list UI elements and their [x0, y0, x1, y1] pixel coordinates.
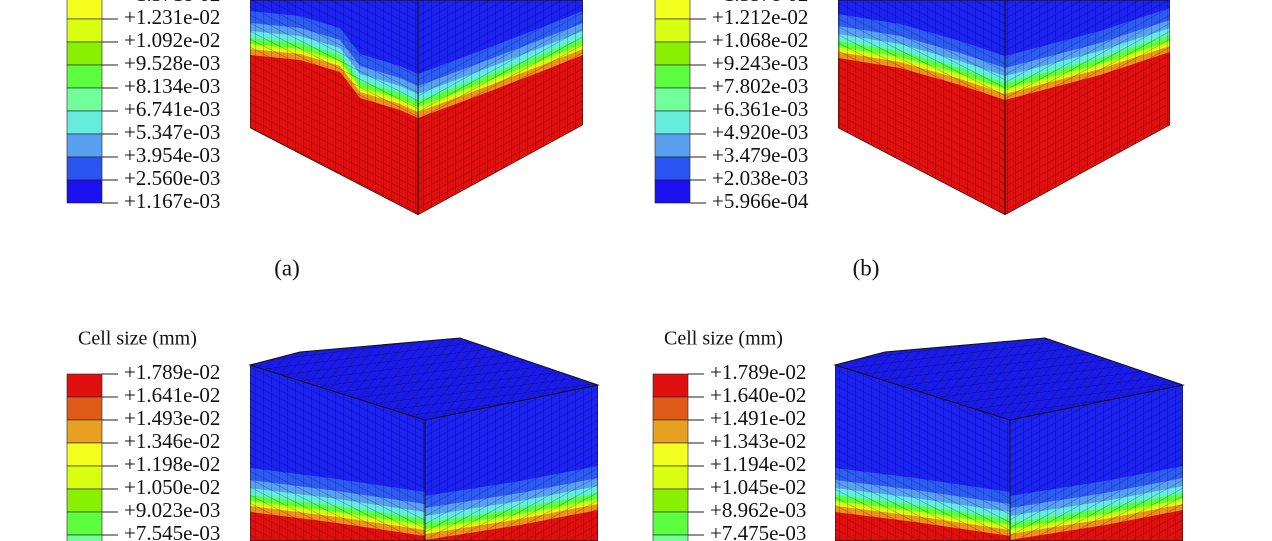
legend-swatch — [66, 488, 103, 513]
legend-label: +1.640e-02 — [710, 383, 806, 407]
legend-swatch — [66, 87, 103, 112]
legend-swatch — [66, 110, 103, 135]
legend-swatch — [652, 511, 689, 536]
legend-swatch — [654, 18, 691, 43]
cube-face — [425, 385, 598, 541]
legend-label: +8.134e-03 — [124, 74, 220, 98]
cube-face — [250, 365, 425, 541]
legend-label: +9.023e-03 — [124, 498, 220, 522]
panel-caption: (a) — [274, 255, 300, 280]
mesh — [418, 0, 583, 215]
cube-face — [418, 0, 583, 215]
legend-label: +7.802e-03 — [712, 74, 808, 98]
legend-swatch — [66, 442, 103, 467]
legend-swatch — [654, 179, 691, 204]
legend-swatch — [654, 87, 691, 112]
top-mesh — [248, 337, 600, 421]
legend-label: +8.962e-03 — [710, 498, 806, 522]
legend-label: +4.920e-03 — [712, 120, 808, 144]
mesh — [250, 0, 418, 215]
legend-label: +9.528e-03 — [124, 51, 220, 75]
legend-swatch — [66, 419, 103, 444]
cube-face — [1005, 0, 1170, 215]
legend-label: +1.493e-02 — [124, 406, 220, 430]
legend-label: +3.479e-03 — [712, 143, 808, 167]
panel-caption: (b) — [853, 255, 880, 280]
legend-swatch — [66, 179, 103, 204]
legend-swatch — [654, 133, 691, 158]
mesh — [1005, 0, 1170, 215]
legend-swatch — [66, 534, 103, 541]
legend-swatch — [66, 133, 103, 158]
legend-swatch — [66, 0, 103, 20]
legend-swatch — [652, 396, 689, 421]
mesh — [838, 0, 1005, 215]
legend-title: Cell size (mm) — [664, 328, 783, 350]
legend-swatch — [654, 0, 691, 20]
mesh — [425, 385, 598, 541]
legend-label: +1.045e-02 — [710, 475, 806, 499]
legend-swatch — [652, 488, 689, 513]
legend-swatch — [66, 511, 103, 536]
legend-swatch — [66, 373, 103, 398]
top-mesh — [833, 337, 1185, 421]
legend-swatch — [66, 156, 103, 181]
legend-label: +1.231e-02 — [124, 5, 220, 29]
legend-label: +1.371e-02 — [124, 0, 220, 6]
legend-label: +1.641e-02 — [124, 383, 220, 407]
legend-swatch — [66, 64, 103, 89]
legend-swatch — [654, 41, 691, 66]
legend-label: +2.038e-03 — [712, 166, 808, 190]
legend-label: +1.212e-02 — [712, 5, 808, 29]
cube-face — [1010, 385, 1183, 541]
legend-label: +1.357e-02 — [712, 0, 808, 6]
mesh — [250, 365, 425, 541]
legend-swatch — [654, 156, 691, 181]
cube-face — [838, 0, 1005, 215]
legend-label: +3.954e-03 — [124, 143, 220, 167]
legend-label: +1.346e-02 — [124, 429, 220, 453]
legend-swatch — [66, 396, 103, 421]
legend-swatch — [654, 110, 691, 135]
legend-label: +1.194e-02 — [710, 452, 806, 476]
legend-swatch — [652, 373, 689, 398]
legend-swatch — [652, 442, 689, 467]
legend-label: +1.789e-02 — [710, 360, 806, 384]
legend-swatch — [66, 41, 103, 66]
legend-label: +6.741e-03 — [124, 97, 220, 121]
legend-label: +5.347e-03 — [124, 120, 220, 144]
legend-label: +1.068e-02 — [712, 28, 808, 52]
cube-face — [250, 0, 418, 215]
legend-swatch — [66, 465, 103, 490]
mesh — [1010, 385, 1183, 541]
legend-label: +1.343e-02 — [710, 429, 806, 453]
legend-label: +1.491e-02 — [710, 406, 806, 430]
legend-label: +5.966e-04 — [712, 189, 809, 213]
legend-swatch — [652, 534, 689, 541]
legend-label: +9.243e-03 — [712, 51, 808, 75]
legend-label: +1.050e-02 — [124, 475, 220, 499]
legend-label: +2.560e-03 — [124, 166, 220, 190]
legend-title: Cell size (mm) — [78, 328, 197, 350]
mesh — [835, 365, 1010, 541]
legend-label: +1.167e-03 — [124, 189, 220, 213]
legend-label: +7.475e-03 — [710, 521, 806, 541]
legend-label: +1.789e-02 — [124, 360, 220, 384]
legend-swatch — [654, 64, 691, 89]
legend-swatch — [652, 419, 689, 444]
legend-label: +1.092e-02 — [124, 28, 220, 52]
legend-swatch — [66, 18, 103, 43]
legend-label: +1.198e-02 — [124, 452, 220, 476]
legend-swatch — [652, 465, 689, 490]
legend-label: +6.361e-03 — [712, 97, 808, 121]
legend-label: +7.545e-03 — [124, 521, 220, 541]
